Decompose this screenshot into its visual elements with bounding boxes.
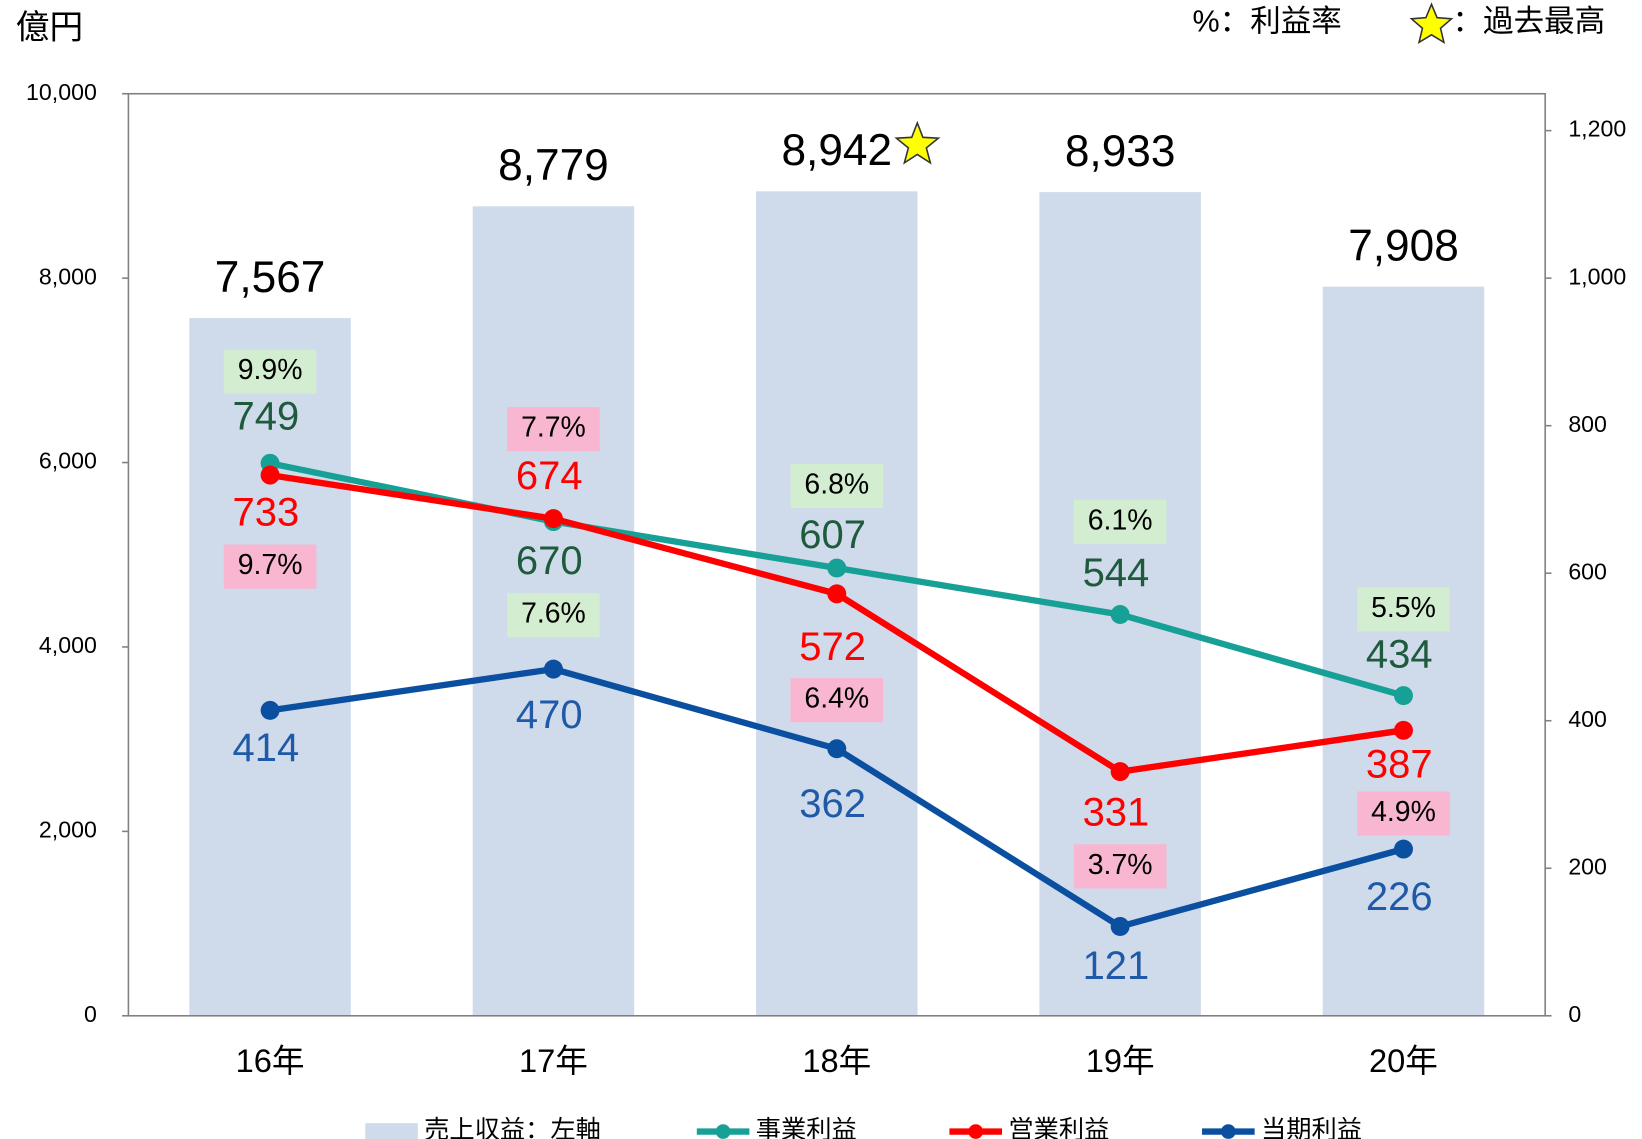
- y-tick-label: 10,000: [26, 79, 97, 105]
- line-point: [827, 739, 847, 759]
- rate-box: [790, 678, 884, 723]
- line-value-label: 362: [799, 782, 866, 826]
- line-point: [260, 700, 280, 720]
- y2-tick-label: 1,200: [1568, 116, 1626, 142]
- rate-box: [507, 407, 600, 452]
- rate-label: 6.4%: [804, 683, 869, 715]
- bar: [1322, 286, 1485, 1016]
- rate-box: [507, 593, 600, 638]
- legend-label: 事業利益: [756, 1116, 857, 1139]
- y2-tick-label: 400: [1568, 706, 1607, 732]
- rate-label: 9.9%: [238, 354, 303, 386]
- line-value-label: 470: [516, 693, 583, 737]
- y2-tick-label: 1,000: [1568, 263, 1626, 289]
- line-point: [543, 659, 563, 679]
- record-note: ：過去最高: [1453, 4, 1606, 38]
- rate-label: 7.6%: [521, 598, 586, 630]
- record-star: [894, 120, 941, 165]
- y-tick-label: 4,000: [39, 632, 97, 658]
- y-tick-label: 8,000: [39, 263, 97, 289]
- line-point: [827, 558, 847, 578]
- bar-value-label: 8,942: [781, 126, 892, 175]
- x-tick-label: 20年: [1369, 1042, 1438, 1079]
- y2-tick-label: 0: [1568, 1001, 1581, 1027]
- x-tick-label: 18年: [802, 1042, 871, 1079]
- line-value-label: 670: [516, 539, 583, 583]
- x-tick-label: 19年: [1086, 1042, 1155, 1079]
- bar-value-label: 7,567: [215, 253, 326, 302]
- record-star-icon: [1409, 2, 1454, 45]
- y-tick-label: 0: [84, 1001, 97, 1027]
- rate-box: [1357, 791, 1450, 836]
- rate-label: 3.7%: [1088, 849, 1153, 881]
- rate-box: [1357, 587, 1450, 632]
- line-value-label: 414: [233, 726, 300, 770]
- rate-label: 5.5%: [1371, 592, 1436, 624]
- line-value-label: 121: [1083, 944, 1150, 988]
- line-point: [260, 465, 280, 485]
- y-tick-label: 6,000: [39, 448, 97, 474]
- legend-label: 営業利益: [1008, 1116, 1109, 1139]
- line-value-label: 674: [516, 454, 583, 498]
- rate-box: [223, 544, 317, 589]
- unit-label: 億円: [16, 8, 83, 46]
- line-point: [1110, 762, 1130, 782]
- rate-note: %：利益率: [1193, 4, 1342, 38]
- legend-swatch: [365, 1123, 418, 1139]
- bar: [189, 318, 351, 1016]
- line-point: [1394, 839, 1413, 859]
- rate-box: [1073, 844, 1167, 889]
- legend-swatch-point: [715, 1124, 731, 1139]
- rate-box: [1073, 499, 1167, 544]
- line-value-label: 749: [233, 395, 300, 439]
- y2-tick-label: 600: [1568, 558, 1607, 584]
- legend-label: 当期利益: [1261, 1116, 1362, 1139]
- rate-label: 6.8%: [804, 468, 869, 500]
- y-tick-label: 2,000: [39, 816, 97, 842]
- line-point: [543, 509, 563, 529]
- plot-frame: [127, 92, 1546, 1017]
- y2-tick-label: 200: [1568, 853, 1607, 879]
- line-value-label: 434: [1366, 632, 1433, 676]
- legend-swatch-point: [968, 1124, 984, 1139]
- line-value-label: 607: [799, 513, 866, 557]
- line-value-label: 733: [233, 491, 300, 535]
- line-value-label: 544: [1083, 551, 1150, 595]
- line-value-label: 226: [1366, 875, 1433, 919]
- rate-box: [223, 349, 317, 394]
- line-point: [1394, 686, 1413, 706]
- x-tick-label: 16年: [236, 1042, 305, 1079]
- bar-value-label: 8,933: [1065, 127, 1176, 176]
- line-value-label: 572: [799, 625, 866, 669]
- legend-label: 売上収益：左軸: [424, 1116, 601, 1139]
- bar-value-label: 8,779: [498, 141, 609, 190]
- bar-value-label: 7,908: [1348, 221, 1459, 270]
- line-point: [1110, 605, 1130, 624]
- rate-label: 6.1%: [1088, 504, 1153, 536]
- rate-label: 7.7%: [521, 412, 586, 444]
- rate-box: [790, 463, 884, 509]
- legend-swatch-point: [1220, 1124, 1236, 1139]
- line-value-label: 387: [1366, 743, 1433, 787]
- bar: [756, 191, 918, 1016]
- line-point: [1110, 917, 1130, 937]
- line-point: [827, 584, 847, 604]
- rate-label: 9.7%: [238, 549, 303, 581]
- x-tick-label: 17年: [519, 1042, 588, 1079]
- y2-tick-label: 800: [1568, 411, 1607, 437]
- line-point: [1394, 720, 1413, 740]
- line-value-label: 331: [1083, 790, 1150, 834]
- rate-label: 4.9%: [1371, 796, 1436, 828]
